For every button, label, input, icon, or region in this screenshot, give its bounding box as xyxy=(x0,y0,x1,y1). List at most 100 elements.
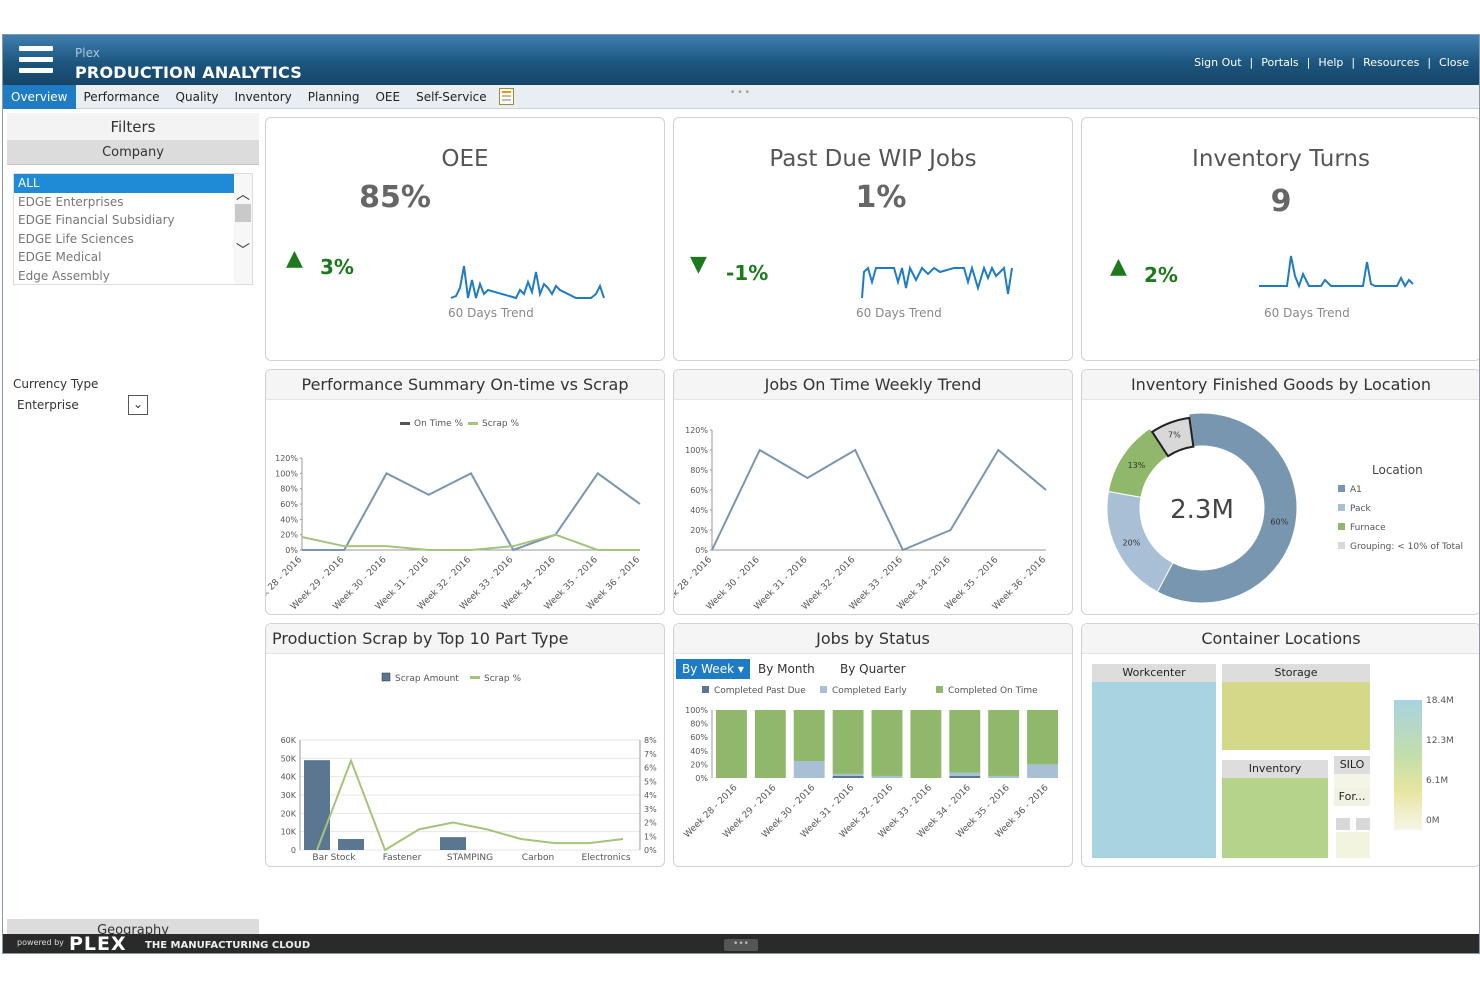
currency-type-select[interactable]: Enterprise ⌄ xyxy=(13,395,148,415)
y-tick-label: 40% xyxy=(280,515,298,524)
treemap-cell-small[interactable] xyxy=(1356,818,1370,830)
notes-icon[interactable] xyxy=(498,88,514,105)
nav-tabs: Overview Performance Quality Inventory P… xyxy=(3,84,1479,109)
y-tick-label: 0% xyxy=(285,546,298,555)
tab-planning[interactable]: Planning xyxy=(307,89,360,104)
donut-slice xyxy=(1150,416,1195,458)
hamburger-menu-icon[interactable] xyxy=(19,46,53,78)
app-subtitle: Plex xyxy=(75,46,100,60)
treemap-cell-small[interactable] xyxy=(1336,818,1350,830)
donut-slice xyxy=(1156,412,1298,604)
container-locations-panel: Container Locations Workcenter Storage I… xyxy=(1081,623,1479,867)
close-link[interactable]: Close xyxy=(1439,56,1469,69)
stacked-bar-segment xyxy=(949,772,981,776)
legend-label: Scrap % xyxy=(484,674,521,684)
scrap-panel: Production Scrap by Top 10 Part Type Scr… xyxy=(265,623,665,867)
scale-tick: 0M xyxy=(1426,816,1440,826)
performance-summary-panel: Performance Summary On-time vs Scrap On … xyxy=(265,369,665,615)
by-quarter-button[interactable]: By Quarter xyxy=(840,662,906,676)
legend-label: Scrap % xyxy=(482,419,519,429)
legend-label: Completed Past Due xyxy=(714,686,806,696)
tab-quality[interactable]: Quality xyxy=(175,89,219,104)
legend-label: Furnace xyxy=(1350,523,1386,533)
treemap-cell-inventory[interactable] xyxy=(1222,778,1328,858)
series-line xyxy=(711,448,1047,552)
company-section-header[interactable]: Company xyxy=(7,141,259,165)
company-item-all[interactable]: ALL xyxy=(14,174,234,193)
stacked-bar-segment xyxy=(910,710,942,778)
kpi-delta: 2% xyxy=(1144,263,1178,287)
tab-self-service[interactable]: Self-Service xyxy=(416,89,487,104)
tab-performance[interactable]: Performance xyxy=(83,89,160,104)
arrow-down-icon: ▼ xyxy=(690,252,707,277)
panel-title: Production Scrap by Top 10 Part Type xyxy=(266,624,664,654)
stacked-bar-segment xyxy=(832,775,864,778)
by-week-button[interactable]: By Week ▾ xyxy=(676,659,750,679)
footer-tagline: THE MANUFACTURING CLOUD xyxy=(145,940,311,951)
filters-sidebar: Filters Company ALL EDGE Enterprises EDG… xyxy=(7,113,259,953)
jobs-status-panel: Jobs by Status By Week ▾ By Month By Qua… xyxy=(673,623,1073,867)
kpi-inventory-turns-panel: Inventory Turns 9 ▲ 2% 60 Days Trend xyxy=(1081,117,1479,361)
company-item[interactable]: EDGE Medical xyxy=(18,250,102,264)
kpi-title: Inventory Turns xyxy=(1192,146,1370,172)
currency-type-value: Enterprise xyxy=(17,398,79,412)
help-link[interactable]: Help xyxy=(1318,56,1344,69)
legend-swatch xyxy=(470,676,480,679)
treemap-cell-small[interactable] xyxy=(1336,832,1370,858)
company-item[interactable]: EDGE Life Sciences xyxy=(18,231,134,246)
drag-handle-icon[interactable]: ••• xyxy=(724,939,758,951)
company-list[interactable]: ALL EDGE Enterprises EDGE Financial Subs… xyxy=(13,173,253,285)
y2-tick-label: 0% xyxy=(644,846,657,855)
treemap-cell-silo[interactable] xyxy=(1334,774,1370,788)
y-tick-label: 80% xyxy=(690,466,708,475)
powered-by-text: powered by xyxy=(17,938,64,947)
x-tick-label: Carbon xyxy=(522,853,554,863)
scroll-thumb[interactable] xyxy=(235,204,251,222)
portals-link[interactable]: Portals xyxy=(1261,56,1299,69)
drag-handle-icon[interactable]: ••• xyxy=(730,88,752,98)
legend-swatch xyxy=(820,686,827,693)
chevron-down-icon[interactable]: ⌄ xyxy=(128,395,148,415)
y-tick-label: 80% xyxy=(690,720,708,729)
company-list-scrollbar[interactable]: ︿ ﹀ xyxy=(234,174,252,284)
tab-overview[interactable]: Overview xyxy=(3,84,76,109)
y-tick-label: 0 xyxy=(291,846,296,855)
bar xyxy=(440,837,466,850)
legend-swatch xyxy=(1338,504,1345,511)
plex-logo: PLEX xyxy=(69,933,127,954)
company-item[interactable]: EDGE Financial Subsidiary xyxy=(18,213,175,227)
company-item[interactable]: Edge Assembly xyxy=(18,268,110,283)
y-tick-label: 0% xyxy=(695,546,708,555)
kpi-title: OEE xyxy=(441,146,489,172)
legend-swatch xyxy=(1338,523,1345,530)
chevron-down-icon[interactable]: ﹀ xyxy=(236,243,250,259)
stacked-bar-segment xyxy=(754,710,786,778)
app-title: PRODUCTION ANALYTICS xyxy=(75,63,302,82)
kpi-title: Past Due WIP Jobs xyxy=(769,146,977,172)
header-links: Sign Out | Portals | Help | Resources | Clos… xyxy=(1194,56,1469,69)
series-line xyxy=(301,533,640,551)
kpi-trend-label: 60 Days Trend xyxy=(448,306,534,320)
tab-oee[interactable]: OEE xyxy=(375,89,401,104)
y-tick-label: 120% xyxy=(685,426,708,435)
treemap-cell-storage[interactable] xyxy=(1222,682,1370,750)
y-tick-label: 100% xyxy=(685,446,708,455)
company-item[interactable]: EDGE Enterprises xyxy=(18,194,124,209)
y-tick-label: 60% xyxy=(690,486,708,495)
y-tick-label: 60% xyxy=(280,500,298,509)
stacked-bar-segment xyxy=(1027,764,1058,778)
series-line xyxy=(302,471,641,552)
y2-tick-label: 7% xyxy=(644,750,657,759)
treemap-cell-workcenter[interactable] xyxy=(1092,682,1216,858)
donut-value-label: 60% xyxy=(1270,518,1288,527)
tab-inventory[interactable]: Inventory xyxy=(234,89,292,104)
by-month-button[interactable]: By Month xyxy=(758,662,815,676)
scale-tick: 12.3M xyxy=(1426,736,1454,746)
jobs-trend-panel: Jobs On Time Weekly Trend 0% 20% 40% 60% 80%… xyxy=(673,369,1073,615)
resources-link[interactable]: Resources xyxy=(1363,56,1420,69)
legend-label: Scrap Amount xyxy=(395,674,459,684)
chevron-up-icon[interactable]: ︿ xyxy=(236,187,250,203)
sign-out-link[interactable]: Sign Out xyxy=(1194,56,1242,69)
legend-swatch xyxy=(936,686,943,693)
y-tick-label: 20% xyxy=(690,760,708,769)
